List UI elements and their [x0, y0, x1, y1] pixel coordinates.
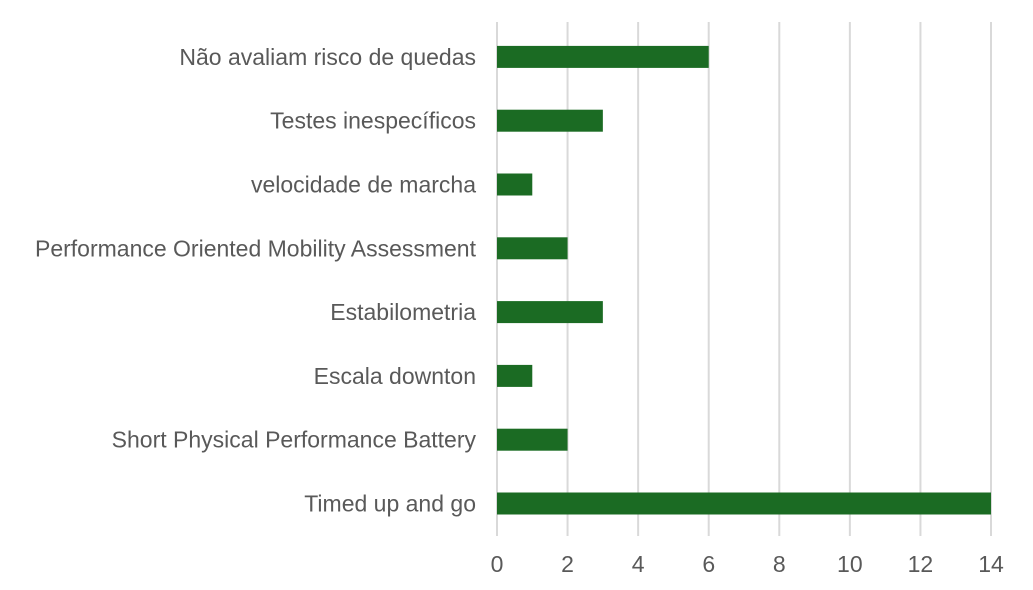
x-tick-label: 6: [702, 551, 715, 577]
bar: [497, 45, 709, 68]
x-axis-tick-labels: 0 2 4 6 8 10 12 14: [491, 551, 1004, 577]
x-tick-label: 12: [908, 551, 934, 577]
category-label: Escala downton: [314, 363, 476, 389]
category-label: Não avaliam risco de quedas: [179, 44, 476, 70]
bar: [497, 301, 603, 324]
x-tick-label: 0: [491, 551, 504, 577]
category-label: Short Physical Performance Battery: [112, 427, 477, 453]
x-tick-label: 8: [773, 551, 786, 577]
x-tick-label: 14: [978, 551, 1004, 577]
x-tick-label: 10: [837, 551, 863, 577]
bar: [497, 492, 991, 515]
bar: [497, 109, 603, 132]
category-label: velocidade de marcha: [251, 172, 476, 198]
bar: [497, 364, 533, 387]
category-labels: Não avaliam risco de quedas Testes inespe…: [35, 44, 477, 517]
bar: [497, 428, 568, 451]
gridlines: [496, 22, 992, 536]
bars: [497, 45, 991, 515]
category-label: Performance Oriented Mobility Assessment: [35, 235, 477, 261]
category-label: Timed up and go: [304, 491, 476, 517]
category-label: Testes inespecíficos: [270, 108, 476, 134]
bar: [497, 237, 568, 260]
bar: [497, 173, 533, 196]
category-label: Estabilometria: [330, 299, 476, 325]
x-tick-label: 2: [561, 551, 574, 577]
x-tick-label: 4: [632, 551, 645, 577]
